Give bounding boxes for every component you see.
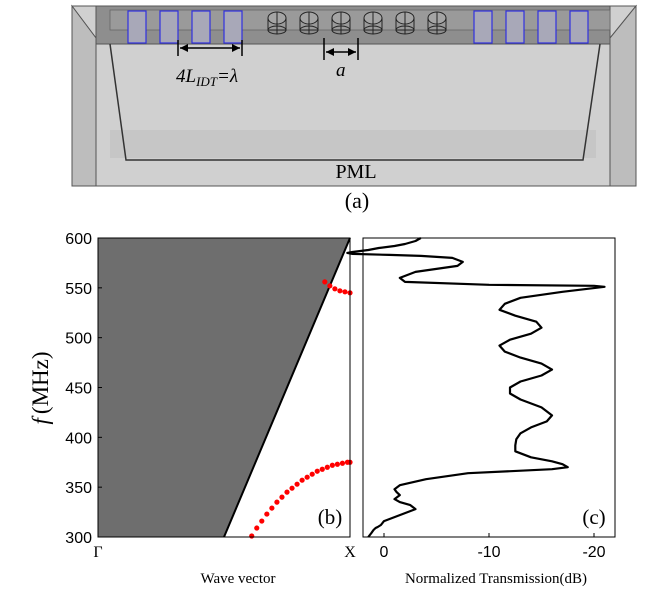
y-tick-label: 550 (65, 281, 92, 298)
idt-finger-right-3 (537, 10, 557, 44)
idt-finger-left-3 (191, 10, 211, 44)
pml-label: PML (335, 161, 376, 183)
idt-electrodes-right (473, 10, 589, 44)
band-2-point (322, 279, 328, 285)
x-axis-label-b: Wave vector (201, 571, 276, 587)
pml-inner-boundary (109, 43, 601, 161)
idt-finger-right-1 (473, 10, 493, 44)
band-1-point (249, 533, 255, 539)
transmission-curve (346, 237, 606, 538)
band-1-point (259, 518, 265, 524)
x-tick-label-b: X (344, 544, 356, 561)
y-tick-label: 300 (65, 530, 92, 547)
pillar-3 (331, 11, 351, 35)
band-1-point (269, 505, 275, 511)
substrate-side-right (609, 4, 637, 187)
x-tick-label-c: 0 (380, 544, 389, 561)
band-1-point (284, 489, 290, 495)
y-axis-symbol: f (28, 414, 53, 424)
y-tick-label: 450 (65, 381, 92, 398)
band-1-point (324, 464, 330, 470)
idt-finger-left-1 (127, 10, 147, 44)
band-1-point (329, 462, 335, 468)
band-points (249, 279, 353, 539)
y-axis-ticks: 300 350 400 450 500 550 600 (65, 231, 102, 547)
substrate-side-left (71, 4, 97, 187)
band-1-point (274, 499, 280, 505)
band-2-point (332, 286, 338, 292)
y-tick-label: 600 (65, 231, 92, 248)
svg-text:f(MHz): f(MHz) (28, 352, 53, 425)
x-tick-label-c: -20 (582, 544, 605, 561)
transmission-chart: 0 -10 -20 (c) Normalized Transmission(dB) (346, 237, 616, 587)
y-axis-unit: (MHz) (28, 352, 53, 415)
idt-finger-right-4 (569, 10, 589, 44)
phononic-pillars (267, 11, 447, 35)
band-1-point (289, 485, 295, 491)
band-2-point (337, 288, 343, 294)
band-1-point (299, 477, 305, 483)
x-tick-label-b: Γ (93, 544, 102, 561)
sound-cone (98, 238, 350, 537)
idt-length-label: 4LIDT=λ (176, 66, 238, 89)
y-tick-label: 350 (65, 480, 92, 497)
idt-finger-left-4 (223, 10, 243, 44)
band-2-point (342, 289, 348, 295)
band-2-point (327, 283, 333, 289)
band-1-point (314, 468, 320, 474)
device-schematic: 4LIDT=λ a PML (a) (71, 4, 638, 213)
band-1-point (309, 471, 315, 477)
plot-c-background (363, 238, 615, 537)
idt-finger-left-2 (159, 10, 179, 44)
pillar-4 (363, 11, 383, 35)
pillar-1 (267, 11, 287, 35)
band-1-point (339, 460, 346, 466)
period-label: a (336, 60, 346, 81)
band-1-point (264, 511, 270, 517)
y-tick-label: 500 (65, 331, 92, 348)
idt-finger-right-2 (505, 10, 525, 44)
y-axis-label: f(MHz) (28, 352, 53, 425)
band-1-point (279, 494, 285, 500)
band-1-point (319, 466, 325, 472)
band-1-point (304, 474, 310, 480)
x-axis-label-c: Normalized Transmission(dB) (405, 571, 587, 587)
panel-label-a: (a) (345, 188, 369, 213)
x-axis-ticks-c: 0 -10 -20 (380, 533, 606, 561)
band-1-point (294, 481, 300, 487)
panel-label-c: (c) (582, 505, 605, 529)
y-tick-label: 400 (65, 430, 92, 447)
idt-length-marker (177, 40, 243, 56)
pillar-6 (427, 11, 447, 35)
panel-label-b: (b) (318, 505, 343, 529)
period-marker (323, 38, 359, 60)
x-tick-label-c: -10 (477, 544, 500, 561)
pillar-5 (395, 11, 415, 35)
band-1-point (254, 525, 260, 531)
idt-electrodes-left (127, 10, 243, 44)
pillar-2 (299, 11, 319, 35)
substrate-lower-region (110, 130, 596, 158)
top-layer-band (109, 9, 611, 31)
band-1-point (334, 461, 340, 467)
